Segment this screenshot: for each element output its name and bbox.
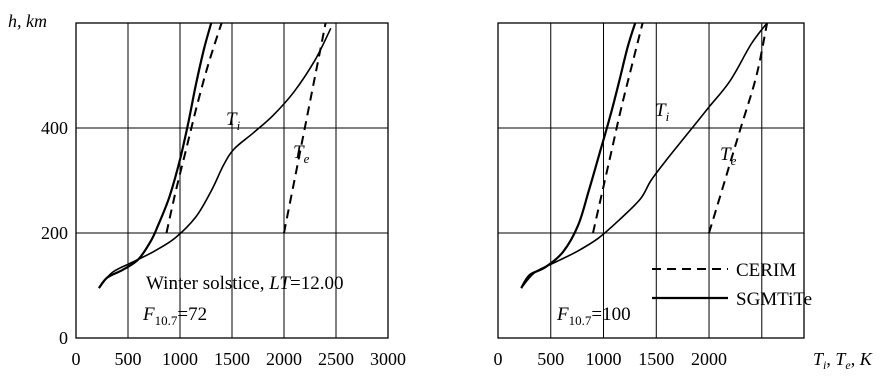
ti-label-sub: i [237,118,241,133]
left-frame [75,22,389,339]
legend-label-sgmtite: SGMTiTe [736,289,812,310]
right-grid [498,23,804,338]
y-tick-label: 200 [41,223,68,243]
cerim-te-line [283,22,327,234]
legend-label-cerim: CERIM [736,260,796,281]
y-tick-label: 400 [41,118,68,138]
y-tick-label: 0 [59,328,68,348]
left-te-label: Te [293,142,310,166]
right-ti-label: Ti [655,100,670,124]
left-panel: 0 500 1000 1500 2000 2500 3000 0 200 400 Ti Te W… [41,22,407,369]
ti-label-main: T [655,100,667,121]
x-tick-label: 2000 [691,349,727,369]
left-y-ticks: 0 200 400 [41,118,68,348]
right-x-ticks: 0 500 1000 1500 2000 [494,349,728,369]
x-tick-label: 0 [494,349,503,369]
ti-label-main: T [226,109,238,130]
te-label-main: T [720,144,732,165]
legend: CERIM SGMTiTe [652,260,812,310]
right-panel: 0 500 1000 1500 2000 Ti Te CERIM SGMTiTe F10… [494,22,873,372]
sgmtite-te-line [520,22,768,289]
te-label-sub: e [731,153,737,168]
cerim-ti-line [592,22,644,234]
left-x-ticks: 0 500 1000 1500 2000 2500 3000 [72,349,407,369]
cerim-ti-line [165,22,223,234]
sgmtite-ti-line [520,22,637,289]
left-grid [76,23,388,338]
x-tick-label: 1000 [586,349,622,369]
right-curves [520,22,769,289]
x-tick-label: 500 [537,349,564,369]
x-axis-label: Ti, Te, K [813,349,873,372]
ti-label-sub: i [666,109,670,124]
x-tick-label: 0 [72,349,81,369]
x-tick-label: 2000 [266,349,302,369]
left-annotation: Winter solstice, LT=12.00 [146,273,343,294]
left-curves [98,22,332,289]
left-flux-label: F10.7=72 [142,304,207,328]
cerim-te-line [708,22,769,234]
right-frame [497,22,805,339]
x-tick-label: 1500 [214,349,250,369]
x-tick-label: 3000 [370,349,406,369]
right-flux-label: F10.7=100 [556,304,631,328]
sgmtite-te-line [98,27,332,289]
x-tick-label: 500 [115,349,142,369]
x-tick-label: 1000 [162,349,198,369]
left-ti-label: Ti [226,109,241,133]
x-tick-label: 2500 [318,349,354,369]
te-label-sub: e [304,151,310,166]
sgmtite-ti-line [98,22,213,289]
right-te-label: Te [720,144,737,168]
te-label-main: T [293,142,305,163]
x-tick-label: 1500 [638,349,674,369]
y-axis-label: h, km [8,11,47,31]
